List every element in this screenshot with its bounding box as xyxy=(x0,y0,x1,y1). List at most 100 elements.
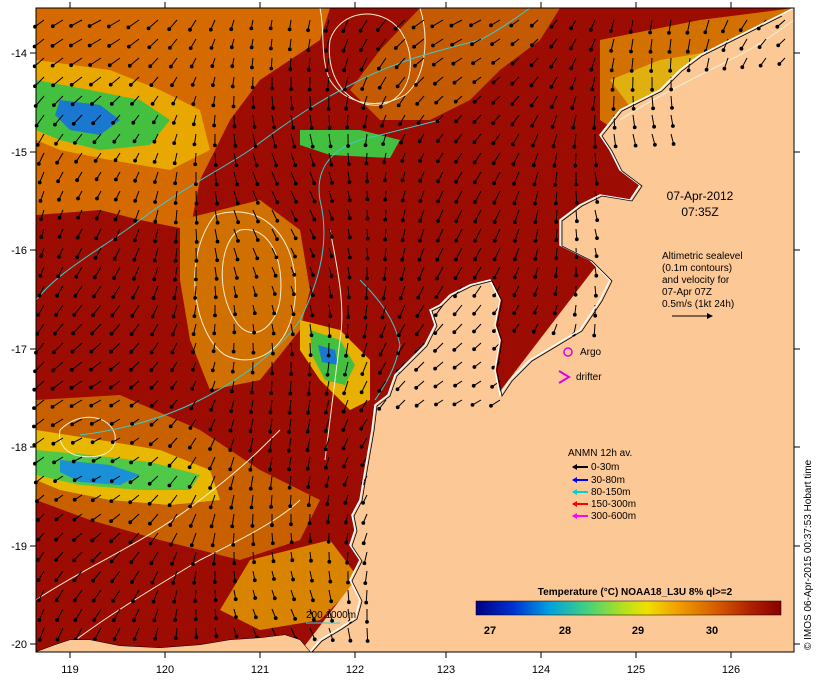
velocity-arrow-head-icon xyxy=(88,63,93,67)
velocity-arrow-head-icon xyxy=(54,498,59,502)
velocity-arrow-head-icon xyxy=(249,45,254,50)
velocity-arrow-head-icon xyxy=(512,220,517,225)
velocity-arrow-head-icon xyxy=(38,199,43,203)
velocity-arrow-head-icon xyxy=(309,126,314,130)
velocity-arrow-head-icon xyxy=(151,296,156,301)
velocity-arrow-head-icon xyxy=(271,106,276,110)
velocity-arrow-head-icon xyxy=(252,311,257,316)
contour-mid xyxy=(324,229,343,461)
velocity-arrow-head-icon xyxy=(554,220,559,224)
velocity-arrow-head-icon xyxy=(330,638,335,642)
velocity-arrow-head-icon xyxy=(306,503,311,508)
velocity-arrow-icon xyxy=(229,437,235,451)
velocity-arrow-head-icon xyxy=(235,276,239,280)
velocity-arrow-icon xyxy=(534,209,539,223)
velocity-arrow-head-icon xyxy=(168,444,172,448)
velocity-arrow-head-icon xyxy=(589,47,593,52)
velocity-arrow-icon xyxy=(213,551,216,564)
image-date: 07-Apr-2012 xyxy=(667,189,734,203)
velocity-arrow-icon xyxy=(169,494,178,506)
velocity-arrow-icon xyxy=(363,551,368,564)
velocity-arrow-head-icon xyxy=(89,422,94,426)
velocity-arrow-head-icon xyxy=(324,29,328,33)
velocity-arrow-head-icon xyxy=(669,87,673,92)
velocity-arrow-head-icon xyxy=(346,580,350,585)
velocity-arrow-head-icon xyxy=(256,219,260,224)
velocity-arrow-head-icon xyxy=(360,372,365,376)
velocity-arrow-head-icon xyxy=(147,481,152,486)
velocity-arrow-icon xyxy=(230,475,235,489)
velocity-arrow-head-icon xyxy=(107,44,111,48)
velocity-arrow-icon xyxy=(347,285,350,298)
velocity-arrow-head-icon xyxy=(436,219,440,224)
velocity-arrow-icon xyxy=(92,570,102,582)
velocity-arrow-head-icon xyxy=(418,199,423,203)
velocity-arrow-icon xyxy=(342,418,349,431)
velocity-arrow-head-icon xyxy=(573,163,578,168)
velocity-arrow-head-icon xyxy=(310,313,315,318)
velocity-arrow-head-icon xyxy=(233,144,238,148)
velocity-arrow-head-icon xyxy=(549,85,554,89)
isobath-legend-label: 200 1000m xyxy=(306,610,356,621)
velocity-arrow-head-icon xyxy=(435,257,440,262)
velocity-arrow-head-icon xyxy=(512,182,516,186)
velocity-arrow-icon xyxy=(360,38,368,51)
velocity-arrow-head-icon xyxy=(324,391,329,396)
velocity-arrow-head-icon xyxy=(288,391,293,396)
velocity-arrow-head-icon xyxy=(365,216,370,221)
velocity-arrow-head-icon xyxy=(358,28,363,33)
velocity-arrow-icon xyxy=(328,95,330,110)
velocity-arrow-icon xyxy=(269,418,273,432)
velocity-arrow-head-icon xyxy=(342,482,347,487)
velocity-arrow-head-icon xyxy=(529,63,534,68)
velocity-arrow-head-icon xyxy=(168,523,173,527)
velocity-arrow-head-icon xyxy=(574,237,579,242)
velocity-arrow-head-icon xyxy=(327,126,332,130)
velocity-arrow-icon xyxy=(35,342,45,354)
velocity-arrow-head-icon xyxy=(400,159,405,163)
velocity-arrow-head-icon xyxy=(400,257,405,262)
velocity-arrow-head-icon xyxy=(148,541,153,546)
velocity-arrow-head-icon xyxy=(171,314,176,319)
velocity-arrow-head-icon xyxy=(592,126,596,130)
velocity-arrow-head-icon xyxy=(172,296,177,301)
velocity-arrow-head-icon xyxy=(452,312,457,317)
velocity-arrow-head-icon xyxy=(194,277,198,282)
velocity-arrow-head-icon xyxy=(187,485,192,489)
land-mass[interactable] xyxy=(36,8,794,652)
velocity-arrow-icon xyxy=(378,380,387,392)
velocity-arrow-head-icon xyxy=(132,618,136,623)
velocity-arrow-icon xyxy=(593,323,596,336)
velocity-arrow-icon xyxy=(649,19,653,33)
velocity-arrow-head-icon xyxy=(305,466,310,471)
velocity-arrow-head-icon xyxy=(345,125,350,130)
velocity-arrow-head-icon xyxy=(431,43,435,48)
velocity-arrow-head-icon xyxy=(359,408,364,413)
velocity-arrow-head-icon xyxy=(378,104,383,109)
velocity-arrow-icon xyxy=(594,171,598,184)
velocity-arrow-head-icon xyxy=(452,348,457,352)
velocity-arrow-head-icon xyxy=(306,392,311,396)
velocity-arrow-head-icon xyxy=(554,238,559,243)
velocity-arrow-icon xyxy=(364,304,368,318)
velocity-arrow-head-icon xyxy=(594,293,598,298)
velocity-arrow-icon xyxy=(54,323,64,334)
velocity-arrow-head-icon xyxy=(685,49,690,54)
velocity-arrow-icon xyxy=(250,399,254,413)
velocity-arrow-head-icon xyxy=(126,44,131,49)
velocity-arrow-head-icon xyxy=(383,257,387,262)
velocity-arrow-icon xyxy=(233,190,239,204)
velocity-arrow-head-icon xyxy=(383,197,388,202)
velocity-arrow-head-icon xyxy=(377,85,382,90)
velocity-arrow-head-icon xyxy=(108,385,113,390)
velocity-arrow-icon xyxy=(71,399,83,407)
velocity-arrow-head-icon xyxy=(129,350,134,354)
velocity-arrow-head-icon xyxy=(361,353,366,358)
velocity-arrow-head-icon xyxy=(414,368,419,372)
velocity-arrow-icon xyxy=(325,437,330,450)
velocity-arrow-head-icon xyxy=(511,162,516,167)
velocity-arrow-icon xyxy=(553,152,558,166)
velocity-arrow-head-icon xyxy=(170,350,175,355)
south-land-strip[interactable] xyxy=(36,635,310,652)
velocity-arrow-head-icon xyxy=(210,388,214,393)
